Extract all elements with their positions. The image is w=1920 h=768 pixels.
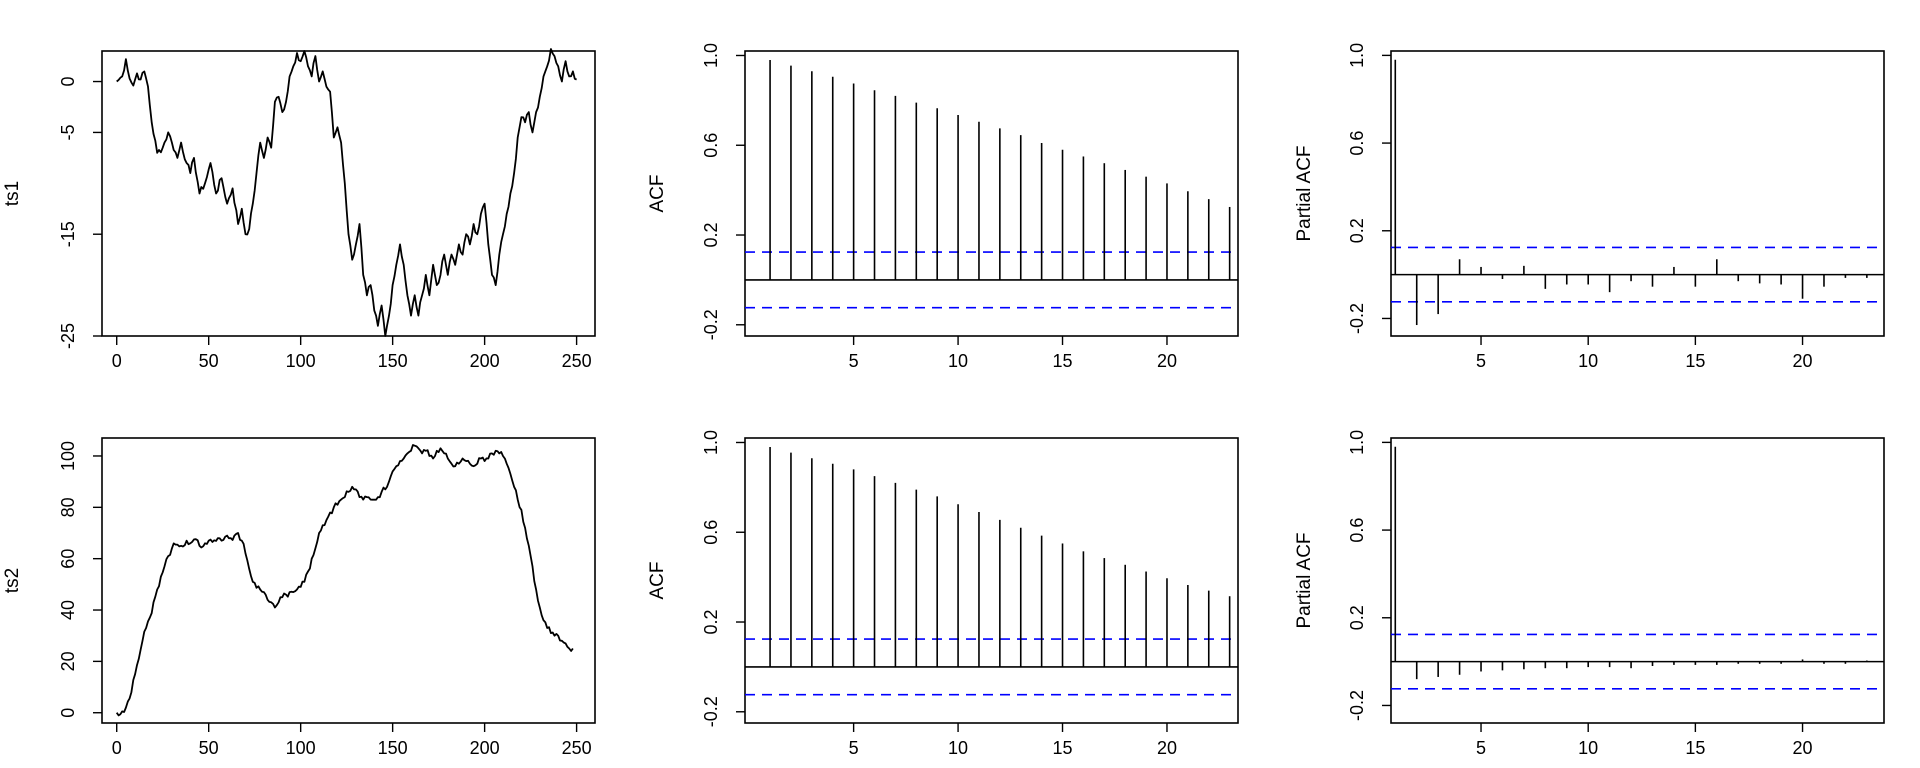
ts2-series-ytick-label: 40 [58,600,78,620]
ts1-series-frame [101,50,596,337]
ts2-acf-xtick-label: 15 [1053,738,1073,758]
ts1-series-xtick-label: 250 [562,351,592,371]
ts1-series-ylabel: ts1 [2,181,23,206]
ts1-pacf-ytick-label: 0.2 [1347,218,1367,243]
ts1-acf-xtick-label: 15 [1053,351,1073,371]
ts2-acf-ytick-label: 1.0 [701,430,721,455]
ts2-pacf-frame [1390,437,1885,724]
ts2-pacf-xtick-label: 5 [1476,738,1486,758]
ts1-series-ytick-label: -25 [58,323,78,349]
ts2-series-line [115,444,574,717]
ts1-pacf-xtick-label: 15 [1685,351,1705,371]
ts2-series-ylabel: ts2 [2,568,23,593]
ts1-series-xtick-label: 0 [112,351,122,371]
ts2-acf-ytick-label: -0.2 [701,696,721,727]
ts1-pacf-panel: 5 10 15 20 -0.2 0.2 0.6 1.0 Partial ACF [1294,43,1885,371]
ts2-acf-xtick-label: 5 [849,738,859,758]
ts1-series-ytick-label: 0 [58,77,78,87]
ts1-pacf-xtick-label: 5 [1476,351,1486,371]
ts1-pacf-ytick-label: 0.6 [1347,131,1367,156]
ts1-pacf-ytick-label: -0.2 [1347,303,1367,334]
ts2-series-ytick-label: 60 [58,549,78,569]
ts1-acf-ytick-label: 0.2 [701,223,721,248]
ts1-pacf-ytick-label: 1.0 [1347,43,1367,68]
ts1-acf-ytick-label: 0.6 [701,133,721,158]
ts1-pacf-ylabel: Partial ACF [1294,145,1315,241]
ts2-pacf-ytick-label: 0.6 [1347,518,1367,543]
ts1-pacf-xtick-label: 10 [1578,351,1598,371]
ts2-acf-panel: 5 10 15 20 -0.2 0.2 0.6 1.0 ACF [647,430,1239,758]
ts2-pacf-ytick-label: -0.2 [1347,690,1367,721]
ts2-series-ytick-label: 80 [58,497,78,517]
ts2-pacf-ylabel: Partial ACF [1294,532,1315,628]
ts1-series-xtick-label: 50 [199,351,219,371]
ts2-series-xtick-label: 250 [562,738,592,758]
ts1-acf-xtick-label: 5 [849,351,859,371]
ts2-pacf-ytick-label: 0.2 [1347,605,1367,630]
ts1-series-line [116,48,577,337]
ts1-series-xtick-label: 200 [470,351,500,371]
ts2-series-xtick-label: 100 [286,738,316,758]
ts2-series-xtick-label: 50 [199,738,219,758]
ts1-acf-frame [744,50,1239,337]
ts1-acf-xtick-label: 10 [948,351,968,371]
ts2-series-ytick-label: 100 [58,441,78,471]
ts2-series-xtick-label: 200 [470,738,500,758]
ts2-series-ytick-label: 0 [58,708,78,718]
ts1-series-xtick-label: 150 [378,351,408,371]
ts2-series-panel: 0 50 100 150 200 250 0 20 40 60 80 100 ts2 [2,437,596,758]
ts2-series-ytick-label: 20 [58,651,78,671]
ts2-series-xtick-label: 0 [112,738,122,758]
ts2-series-frame [101,437,596,724]
ts2-acf-ytick-label: 0.2 [701,610,721,635]
ts1-series-panel: 0 50 100 150 200 250 -25 -15 -5 0 ts1 [2,48,596,371]
ts1-acf-xtick-label: 20 [1157,351,1177,371]
ts2-series-xtick-label: 150 [378,738,408,758]
ts2-pacf-xtick-label: 20 [1793,738,1813,758]
ts1-pacf-frame [1390,50,1885,337]
ts1-acf-ylabel: ACF [647,175,668,213]
ts2-acf-ytick-label: 0.6 [701,520,721,545]
ts2-pacf-panel: 5 10 15 20 -0.2 0.2 0.6 1.0 Partial ACF [1294,430,1885,758]
ts2-acf-xtick-label: 10 [948,738,968,758]
ts1-acf-ytick-label: -0.2 [701,309,721,340]
ts1-series-ytick-label: -5 [58,124,78,140]
ts2-pacf-ytick-label: 1.0 [1347,430,1367,455]
ts2-pacf-xtick-label: 15 [1685,738,1705,758]
ts2-acf-frame [744,437,1239,724]
ts1-series-ytick-label: -15 [58,221,78,247]
ts2-acf-ylabel: ACF [647,562,668,600]
ts2-pacf-xtick-label: 10 [1578,738,1598,758]
ts1-acf-ytick-label: 1.0 [701,43,721,68]
ts1-acf-panel: 5 10 15 20 -0.2 0.2 0.6 1.0 ACF [647,43,1239,371]
ts1-pacf-xtick-label: 20 [1793,351,1813,371]
ts1-series-xtick-label: 100 [286,351,316,371]
ts2-acf-xtick-label: 20 [1157,738,1177,758]
